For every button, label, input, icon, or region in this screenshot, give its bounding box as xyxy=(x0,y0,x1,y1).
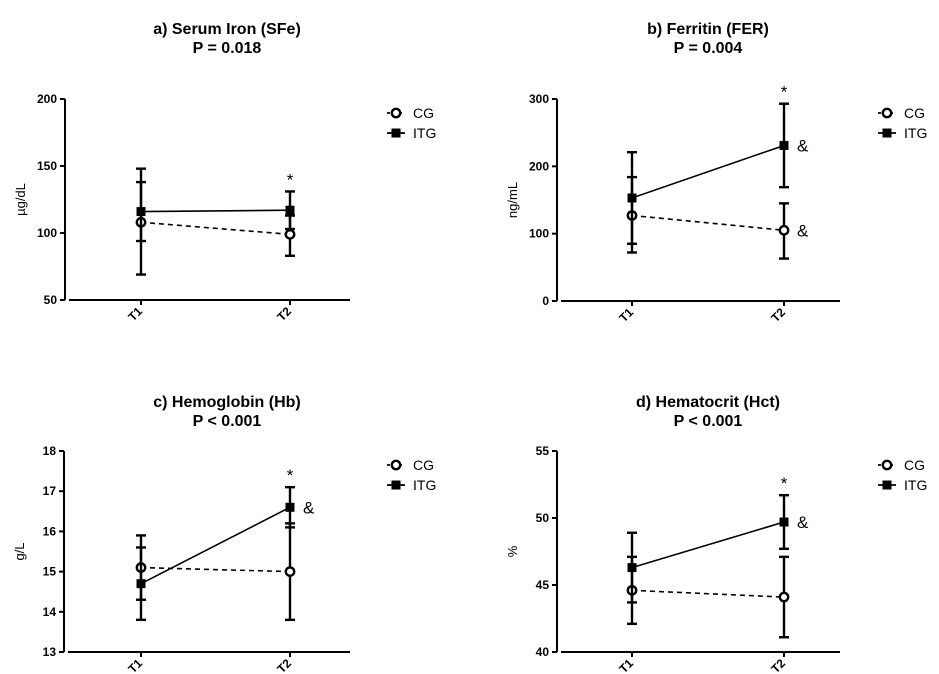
series-itg xyxy=(136,180,295,243)
panel-b: b) Ferritin (FER) P = 0.004 0 100 200 300 ng/m… xyxy=(505,21,927,325)
y-axis-label: ng/mL xyxy=(505,182,520,218)
legend-label: CG xyxy=(904,105,925,121)
data-point xyxy=(627,563,637,573)
significance-ampersand: & xyxy=(303,498,315,517)
series-line xyxy=(631,589,785,598)
panel-a: a) Serum Iron (SFe) P = 0.018 50 100 150 200 µ… xyxy=(13,21,436,324)
significance-asterisk: * xyxy=(781,83,788,102)
series-cg xyxy=(135,167,296,276)
data-point xyxy=(136,207,146,217)
panel-subtitle: P = 0.018 xyxy=(193,40,262,57)
x-tick-label: T2 xyxy=(274,656,294,674)
series-line xyxy=(140,506,291,585)
data-point xyxy=(136,579,146,589)
legend: CG ITG xyxy=(387,105,436,141)
legend-marker xyxy=(390,107,402,119)
data-point xyxy=(778,591,790,603)
legend-label: ITG xyxy=(904,477,927,493)
panel-title: a) Serum Iron (SFe) xyxy=(153,21,301,38)
y-tick-label: 14 xyxy=(43,605,57,619)
y-tick-label: 50 xyxy=(44,293,58,307)
y-tick-label: 50 xyxy=(536,511,550,525)
y-axis-label: g/L xyxy=(12,542,27,560)
legend-marker xyxy=(881,107,893,119)
y-tick-label: 200 xyxy=(37,92,57,106)
data-point xyxy=(779,140,789,150)
panel-c: c) Hemoglobin (Hb) P < 0.001 13 14 15 16 17 18 g… xyxy=(12,394,436,674)
data-point xyxy=(285,205,295,215)
y-tick-label: 16 xyxy=(43,524,57,538)
legend: CG ITG xyxy=(387,457,436,493)
y-tick-label: 17 xyxy=(43,484,57,498)
y-tick-label: 200 xyxy=(529,159,549,173)
legend-marker xyxy=(391,128,401,138)
y-axis-label: µg/dL xyxy=(13,183,28,216)
series-line xyxy=(140,221,291,236)
series-line xyxy=(631,521,785,569)
y-tick-label: 100 xyxy=(529,227,549,241)
series-itg xyxy=(627,102,789,245)
panel-subtitle: P = 0.004 xyxy=(674,40,743,57)
y-tick-label: 13 xyxy=(43,645,57,659)
data-point xyxy=(627,193,637,203)
y-tick-label: 300 xyxy=(529,92,549,106)
y-axis-label: % xyxy=(505,545,520,557)
y-tick-label: 100 xyxy=(37,226,57,240)
y-tick-label: 55 xyxy=(536,444,550,458)
data-point xyxy=(285,502,295,512)
significance-asterisk: * xyxy=(781,474,788,493)
panel-subtitle: P < 0.001 xyxy=(193,413,262,430)
data-point xyxy=(779,517,789,527)
x-tick-label: T1 xyxy=(125,304,145,324)
panel-title: d) Hematocrit (Hct) xyxy=(636,394,780,411)
legend-marker xyxy=(882,128,892,138)
significance-ampersand: & xyxy=(797,136,809,155)
series-line xyxy=(631,214,785,232)
panel-title: c) Hemoglobin (Hb) xyxy=(153,394,301,411)
panel-d: d) Hematocrit (Hct) P < 0.001 40 45 50 55% T1 T… xyxy=(505,394,927,674)
data-point xyxy=(284,566,296,577)
y-tick-label: 15 xyxy=(43,565,57,579)
y-tick-label: 0 xyxy=(542,294,549,308)
series-cg xyxy=(626,555,790,639)
series-itg xyxy=(136,485,295,622)
legend-label: CG xyxy=(413,457,434,473)
significance-asterisk: * xyxy=(287,466,294,485)
legend-label: ITG xyxy=(904,125,927,141)
series-itg xyxy=(627,494,789,604)
series-line xyxy=(140,209,291,213)
legend-marker xyxy=(882,480,892,490)
x-tick-label: T1 xyxy=(616,305,636,325)
y-tick-label: 40 xyxy=(536,645,550,659)
legend-label: CG xyxy=(413,105,434,121)
series-cg xyxy=(626,175,790,260)
legend-marker xyxy=(881,459,893,471)
panel-title: b) Ferritin (FER) xyxy=(647,21,769,38)
legend-label: CG xyxy=(904,457,925,473)
x-tick-label: T1 xyxy=(125,656,145,674)
legend: CG ITG xyxy=(878,105,927,141)
series-line xyxy=(631,144,785,199)
legend: CG ITG xyxy=(878,457,927,493)
data-point xyxy=(778,224,790,236)
panel-subtitle: P < 0.001 xyxy=(674,413,743,430)
y-tick-label: 45 xyxy=(536,578,550,592)
legend-label: ITG xyxy=(413,477,436,493)
x-tick-label: T2 xyxy=(274,304,294,324)
series-cg xyxy=(135,522,296,622)
y-tick-label: 18 xyxy=(43,444,57,458)
series-line xyxy=(140,566,291,573)
significance-ampersand: & xyxy=(797,513,809,532)
y-tick-label: 150 xyxy=(37,159,57,173)
x-tick-label: T2 xyxy=(768,656,788,674)
legend-marker xyxy=(391,480,401,490)
legend-label: ITG xyxy=(413,125,436,141)
legend-marker xyxy=(390,459,402,471)
x-tick-label: T1 xyxy=(616,656,636,674)
significance-asterisk: * xyxy=(287,170,294,189)
x-tick-label: T2 xyxy=(768,305,788,325)
significance-ampersand: & xyxy=(797,221,809,240)
data-point xyxy=(284,228,296,240)
